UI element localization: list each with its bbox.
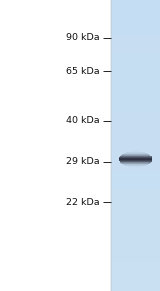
Bar: [111, 276, 160, 281]
Bar: [111, 136, 160, 141]
Bar: [111, 19, 160, 24]
Bar: [111, 247, 160, 252]
Bar: [119, 160, 152, 161]
Bar: [111, 184, 160, 189]
Bar: [111, 175, 160, 180]
Bar: [111, 160, 160, 165]
Bar: [111, 180, 160, 184]
Bar: [111, 49, 160, 53]
Bar: [111, 63, 160, 68]
Bar: [111, 257, 160, 262]
Bar: [111, 5, 160, 10]
Bar: [111, 189, 160, 194]
Bar: [111, 194, 160, 199]
Text: 65 kDa: 65 kDa: [66, 67, 100, 76]
Bar: [111, 58, 160, 63]
Bar: [111, 102, 160, 107]
Bar: [111, 242, 160, 247]
Bar: [111, 150, 160, 155]
Bar: [120, 156, 151, 157]
Bar: [111, 213, 160, 218]
Bar: [111, 121, 160, 126]
Text: 40 kDa: 40 kDa: [66, 116, 100, 125]
Bar: [119, 159, 152, 160]
Bar: [123, 164, 148, 165]
Bar: [125, 165, 146, 166]
Bar: [111, 141, 160, 146]
Bar: [111, 170, 160, 175]
Bar: [111, 0, 160, 5]
Bar: [126, 152, 145, 153]
Bar: [119, 157, 152, 158]
Bar: [111, 78, 160, 82]
Bar: [111, 267, 160, 272]
Bar: [111, 165, 160, 170]
Text: 22 kDa: 22 kDa: [66, 198, 100, 207]
Bar: [111, 92, 160, 97]
Bar: [120, 161, 152, 162]
Text: 29 kDa: 29 kDa: [66, 157, 100, 166]
Bar: [111, 228, 160, 233]
Bar: [111, 10, 160, 15]
Bar: [111, 39, 160, 44]
Bar: [111, 262, 160, 267]
Bar: [111, 238, 160, 242]
Bar: [111, 199, 160, 204]
Bar: [111, 126, 160, 131]
Bar: [132, 151, 139, 152]
Bar: [111, 82, 160, 87]
Bar: [111, 155, 160, 160]
Bar: [111, 131, 160, 136]
Bar: [111, 29, 160, 34]
Bar: [121, 155, 150, 156]
Bar: [111, 209, 160, 213]
Bar: [111, 116, 160, 121]
Bar: [111, 111, 160, 116]
Bar: [111, 286, 160, 291]
Bar: [111, 15, 160, 19]
Bar: [111, 68, 160, 73]
Bar: [111, 204, 160, 209]
Bar: [111, 97, 160, 102]
Bar: [119, 158, 152, 159]
Bar: [111, 24, 160, 29]
Bar: [111, 53, 160, 58]
Bar: [111, 252, 160, 257]
Bar: [111, 34, 160, 39]
Bar: [129, 166, 142, 167]
Bar: [121, 163, 150, 164]
Bar: [111, 272, 160, 276]
Bar: [111, 233, 160, 238]
Bar: [111, 146, 160, 150]
Bar: [111, 107, 160, 111]
Bar: [123, 154, 149, 155]
Bar: [124, 153, 147, 154]
Bar: [111, 44, 160, 49]
Text: 90 kDa: 90 kDa: [66, 33, 100, 42]
Bar: [120, 162, 151, 163]
Bar: [111, 281, 160, 286]
Bar: [111, 218, 160, 223]
Bar: [111, 73, 160, 78]
Bar: [111, 87, 160, 92]
Bar: [111, 223, 160, 228]
